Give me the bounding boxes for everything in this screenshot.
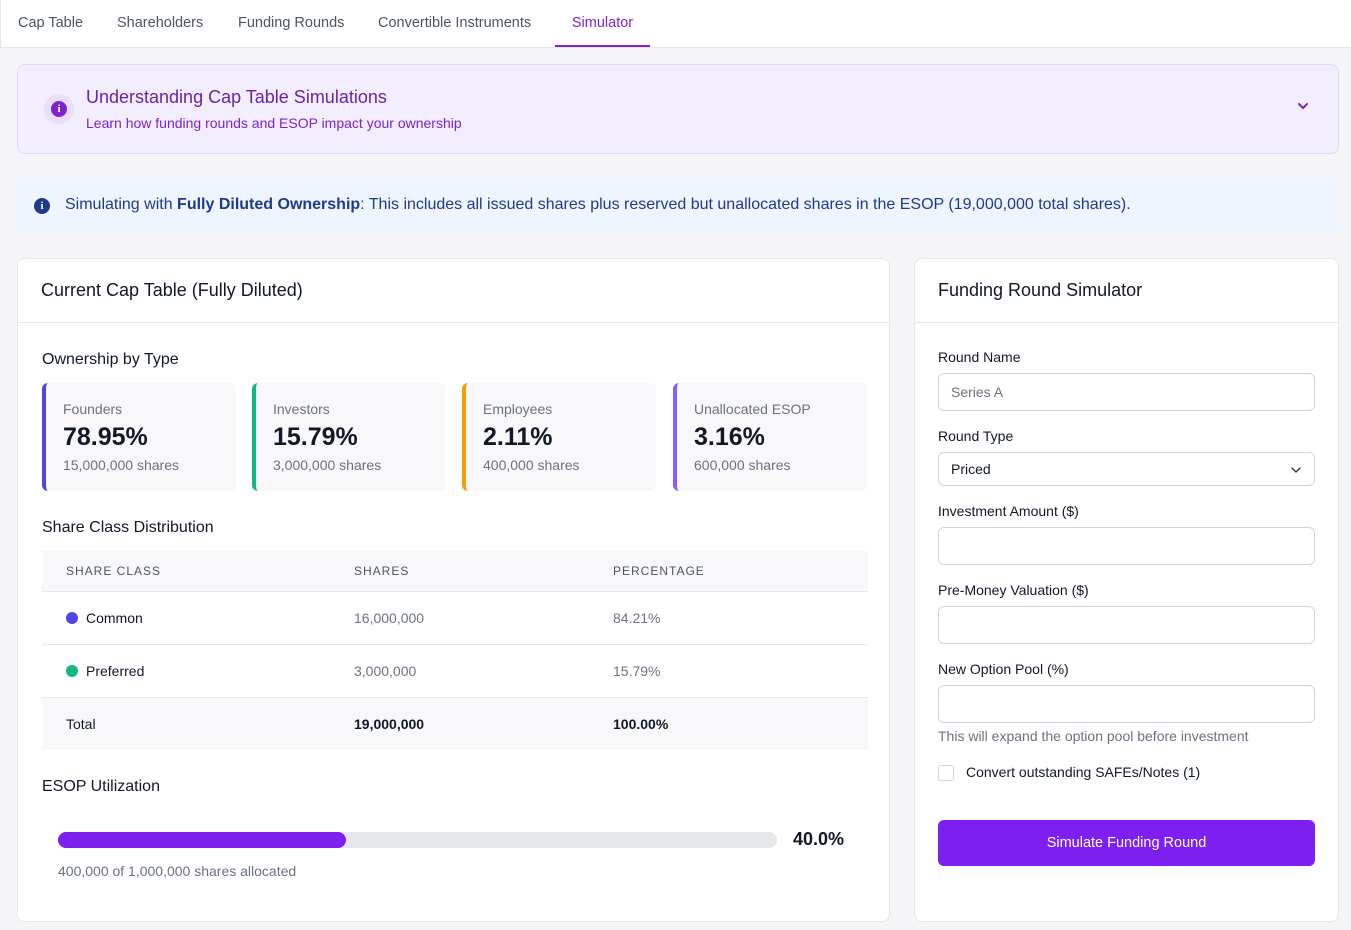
cap-table-card: Current Cap Table (Fully Diluted) Owners…: [17, 258, 890, 922]
esop-percent: 40.0%: [793, 829, 845, 849]
option-pool-hint: This will expand the option pool before …: [938, 728, 1249, 744]
diluted-notice: i Simulating with Fully Diluted Ownershi…: [17, 178, 1339, 234]
stat-founders: Founders 78.95% 15,000,000 shares: [42, 383, 236, 491]
simulator-title: Funding Round Simulator: [915, 259, 1338, 323]
column-header: SHARE CLASS: [66, 564, 162, 578]
cap-table-title: Current Cap Table (Fully Diluted): [18, 259, 889, 323]
simulator-card: Funding Round Simulator Round Name Round…: [914, 258, 1339, 922]
tab-bar: Cap Table Shareholders Funding Rounds Co…: [0, 0, 1351, 48]
convert-safes-checkbox[interactable]: [938, 765, 954, 781]
common-swatch: [66, 612, 78, 624]
chevron-down-icon: [1291, 467, 1301, 473]
premoney-label: Pre-Money Valuation ($): [938, 582, 1089, 598]
investment-input[interactable]: [938, 527, 1315, 565]
column-header: PERCENTAGE: [613, 564, 705, 578]
tab-cap-table[interactable]: Cap Table: [18, 15, 84, 31]
guide-subtitle: Learn how funding rounds and ESOP impact…: [86, 115, 462, 131]
option-pool-label: New Option Pool (%): [938, 661, 1069, 677]
round-type-select[interactable]: Priced: [938, 452, 1315, 486]
info-icon-circle: i: [44, 94, 74, 124]
convert-safes-label[interactable]: Convert outstanding SAFEs/Notes (1): [966, 764, 1201, 780]
info-icon: i: [51, 101, 67, 117]
stat-investors: Investors 15.79% 3,000,000 shares: [252, 383, 446, 491]
notice-text: Simulating with Fully Diluted Ownership:…: [65, 196, 1131, 213]
esop-progress-fill: [58, 832, 346, 848]
simulate-button[interactable]: Simulate Funding Round: [938, 820, 1315, 866]
round-name-input[interactable]: [938, 373, 1315, 411]
investment-label: Investment Amount ($): [938, 503, 1079, 519]
ownership-title: Ownership by Type: [42, 351, 179, 368]
preferred-swatch: [66, 665, 78, 677]
tab-funding-rounds[interactable]: Funding Rounds: [238, 15, 345, 31]
distribution-title: Share Class Distribution: [42, 519, 214, 536]
table-header: SHARE CLASS SHARES PERCENTAGE: [42, 551, 868, 592]
esop-progress-track: [58, 832, 777, 848]
round-type-label: Round Type: [938, 428, 1014, 444]
table-total-row: Total 19,000,000 100.00%: [42, 698, 868, 750]
premoney-input[interactable]: [938, 606, 1315, 644]
table-row: Preferred 3,000,000 15.79%: [42, 645, 868, 698]
share-class-table: SHARE CLASS SHARES PERCENTAGE Common 16,…: [42, 551, 868, 750]
guide-banner[interactable]: i Understanding Cap Table Simulations Le…: [17, 64, 1339, 154]
stat-unallocated-esop: Unallocated ESOP 3.16% 600,000 shares: [673, 383, 867, 491]
round-name-label: Round Name: [938, 349, 1021, 365]
chevron-down-icon[interactable]: [1296, 99, 1310, 113]
tab-convertible-instruments[interactable]: Convertible Instruments: [378, 15, 532, 31]
tab-shareholders[interactable]: Shareholders: [117, 15, 204, 31]
column-header: SHARES: [354, 564, 410, 578]
stat-employees: Employees 2.11% 400,000 shares: [462, 383, 656, 491]
info-icon: i: [34, 198, 50, 214]
tab-simulator[interactable]: Simulator: [555, 0, 650, 47]
guide-title: Understanding Cap Table Simulations: [86, 87, 387, 107]
option-pool-input[interactable]: [938, 685, 1315, 723]
esop-note: 400,000 of 1,000,000 shares allocated: [58, 863, 297, 879]
esop-title: ESOP Utilization: [42, 778, 160, 795]
table-row: Common 16,000,000 84.21%: [42, 592, 868, 645]
